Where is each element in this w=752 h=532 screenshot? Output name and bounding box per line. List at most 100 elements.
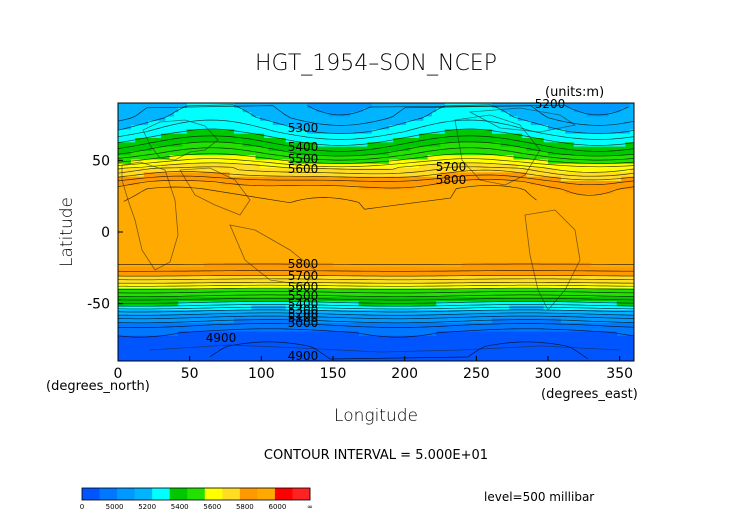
shaded-cell [212,249,218,255]
shaded-cell [229,206,235,212]
shaded-cell [462,171,467,177]
shaded-cell [367,244,373,250]
shaded-cell [182,352,188,358]
shaded-cell [320,167,325,173]
shaded-cell [251,240,257,246]
shaded-cell [337,275,343,280]
shaded-cell [457,275,463,280]
shaded-cell [423,180,429,186]
shaded-cell [182,210,188,216]
shaded-cell [298,348,304,353]
shaded-cell [152,244,158,250]
shaded-cell [298,210,304,216]
shaded-cell [216,154,222,160]
shaded-cell [156,176,162,181]
shaded-cell [410,201,416,207]
shaded-cell [290,214,295,220]
shaded-cell [139,326,145,332]
shaded-cell [122,240,128,246]
shaded-cell [371,189,377,194]
shaded-cell [320,343,325,349]
shaded-cell [380,296,386,302]
shaded-cell [156,352,162,358]
shaded-cell [191,292,196,298]
shaded-cell [470,309,476,315]
shaded-cell [208,300,214,306]
shaded-cell [462,193,467,199]
shaded-cell [255,115,261,121]
shaded-cell [440,158,446,164]
shaded-cell [216,197,222,203]
shaded-cell [281,343,287,349]
shaded-cell [358,326,364,332]
shaded-cell [393,107,399,113]
shaded-cell [302,292,308,298]
shaded-cell [186,270,192,276]
shaded-cell [307,313,313,319]
shaded-cell [345,163,351,169]
shaded-cell [393,111,399,117]
shaded-cell [410,167,416,173]
shaded-cell [195,335,201,341]
shaded-cell [195,322,201,328]
shaded-cell [350,287,356,293]
shaded-cell [345,335,351,341]
shaded-cell [401,249,407,255]
shaded-cell [290,322,295,328]
shaded-cell [328,107,334,113]
shaded-cell [406,270,411,276]
shaded-cell [264,270,270,276]
shaded-cell [208,214,214,220]
shaded-cell [186,171,192,177]
shaded-cell [182,137,188,143]
shaded-cell [135,348,141,353]
shaded-cell [345,103,351,108]
shaded-cell [358,111,364,117]
shaded-cell [466,150,472,156]
shaded-cell [337,292,343,298]
shaded-cell [148,326,153,332]
shaded-cell [333,103,338,108]
shaded-cell [229,214,235,220]
shaded-cell [466,352,472,358]
shaded-cell [182,356,188,361]
shaded-cell [358,210,364,216]
shaded-cell [186,133,192,138]
shaded-cell [161,322,166,328]
shaded-cell [302,279,308,285]
shaded-cell [311,223,317,229]
shaded-cell [298,171,304,177]
shaded-cell [139,184,145,190]
shaded-cell [277,232,282,237]
shaded-cell [247,266,252,272]
shaded-cell [135,124,141,130]
shaded-cell [143,343,149,349]
shaded-cell [118,120,123,126]
shaded-cell [242,111,248,117]
shaded-cell [371,180,377,186]
shaded-cell [290,318,295,323]
shaded-cell [444,313,450,319]
shaded-cell [376,206,381,212]
shaded-cell [320,176,325,181]
shaded-cell [333,335,338,341]
shaded-cell [268,330,274,336]
shaded-cell [414,279,420,285]
shaded-cell [118,137,123,143]
shaded-cell [410,124,416,130]
shaded-cell [204,313,209,319]
shaded-cell [118,158,123,164]
shaded-cell [122,326,128,332]
shaded-cell [333,115,338,121]
shaded-cell [212,158,218,164]
shaded-cell [152,133,158,138]
shaded-cell [290,236,295,242]
shaded-cell [298,124,304,130]
shaded-cell [221,356,227,361]
shaded-cell [225,348,231,353]
shaded-cell [341,163,347,169]
shaded-cell [376,158,381,164]
shaded-cell [251,197,257,203]
shaded-cell [216,236,222,242]
shaded-cell [259,266,265,272]
